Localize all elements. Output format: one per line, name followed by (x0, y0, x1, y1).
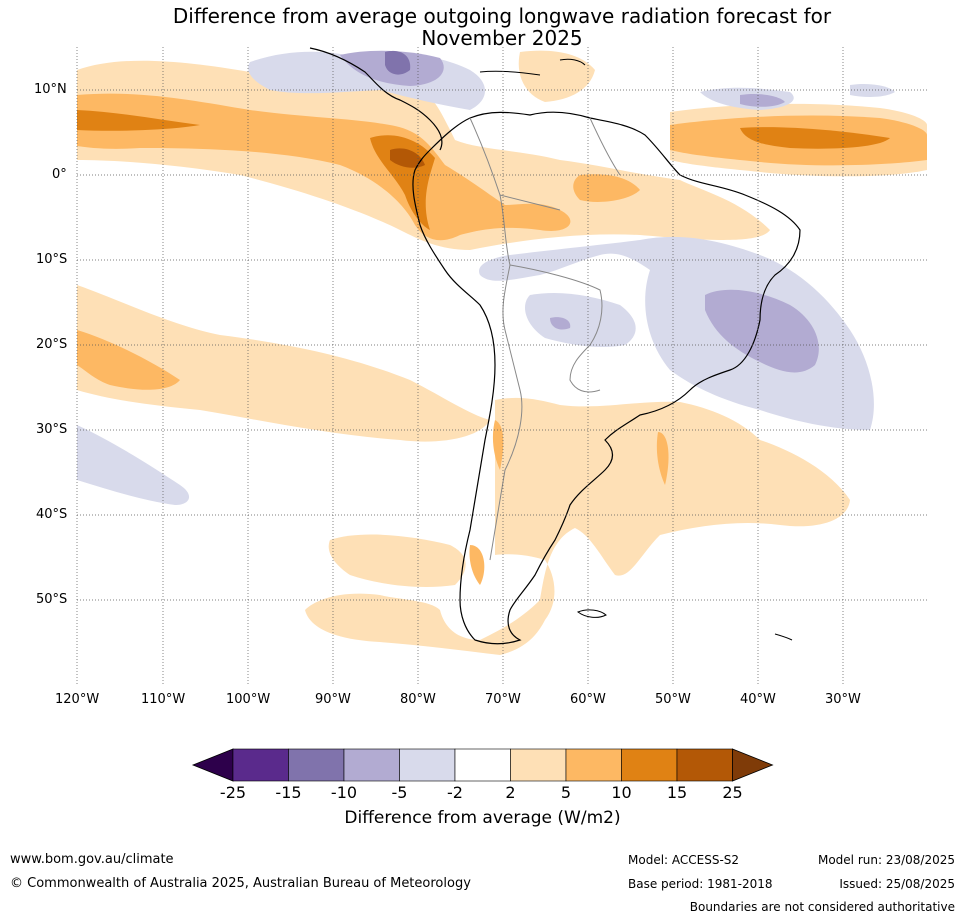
title-line-2: November 2025 (421, 26, 583, 50)
colorbar-tick-label: -25 (219, 783, 247, 802)
lat-label-50s: 50°S (36, 592, 68, 607)
model-run-text: Model run: 23/08/2025 (817, 853, 955, 867)
lat-label-40s: 40°S (36, 507, 68, 522)
map-title: Difference from average outgoing longwav… (77, 5, 927, 49)
falklands-coastline (576, 609, 607, 618)
title-line-1: Difference from average outgoing longwav… (172, 4, 832, 28)
lon-label-80w: 80°W (400, 692, 436, 707)
colorbar-swatches (191, 748, 774, 782)
lon-label-60w: 60°W (570, 692, 606, 707)
lat-label-20s: 20°S (36, 337, 68, 352)
base-period-text: Base period: 1981-2018 (628, 877, 773, 891)
lat-label-10n: 10°N (34, 82, 67, 97)
colorbar-tick-label: -5 (391, 783, 408, 802)
caribbean-coastline (479, 58, 586, 76)
colorbar-tick-label: -2 (447, 783, 463, 802)
lon-label-100w: 100°W (226, 692, 271, 707)
issued-text: Issued: 25/08/2025 (839, 877, 955, 891)
colorbar-tick-label: 5 (560, 783, 572, 802)
colorbar-tick-label: 25 (722, 783, 743, 802)
graticule (76, 47, 927, 685)
colorbar-tick-label: 2 (505, 783, 516, 802)
lon-label-40w: 40°W (740, 692, 776, 707)
lon-label-70w: 70°W (485, 692, 521, 707)
colorbar-tick-label: 15 (666, 783, 688, 802)
colorbar-label: Difference from average (W/m2) (344, 808, 621, 828)
website-text: www.bom.gov.au/climate (10, 852, 174, 867)
colorbar-swatch (454, 748, 511, 782)
south-america-coastline (412, 111, 801, 645)
colorbar-swatch (676, 748, 733, 782)
coastlines (309, 47, 801, 645)
lon-label-90w: 90°W (315, 692, 351, 707)
lon-label-50w: 50°W (655, 692, 691, 707)
anomaly-15-to-25 (390, 148, 425, 168)
colorbar-extend-low (191, 748, 234, 782)
colorbar-swatch (399, 748, 456, 782)
colorbar-swatch (288, 748, 345, 782)
lat-label-10s: 10°S (36, 252, 68, 267)
south-georgia-coastline (774, 633, 793, 641)
lon-label-110w: 110°W (141, 692, 186, 707)
lat-label-30s: 30°S (36, 422, 68, 437)
colorbar-tick-label: -15 (275, 783, 302, 802)
colorbar-swatch (232, 748, 289, 782)
disclaimer-text: Boundaries are not considered authoritat… (689, 900, 955, 914)
model-text: Model: ACCESS-S2 (628, 853, 740, 867)
national-borders (469, 117, 621, 561)
copyright-text: © Commonwealth of Australia 2025, Austra… (10, 876, 471, 891)
colorbar-swatch (343, 748, 400, 782)
anomaly-fields (77, 50, 927, 655)
colorbar-extend-high (732, 748, 774, 782)
colorbar-swatch (565, 748, 622, 782)
lat-label-0: 0° (52, 167, 67, 182)
central-america-coastline (309, 47, 443, 151)
colorbar-tick-label: 10 (611, 783, 632, 802)
colorbar-swatch (621, 748, 678, 782)
colorbar-swatch (510, 748, 567, 782)
anomaly-neg15-to-neg10 (385, 50, 411, 75)
lon-label-30w: 30°W (825, 692, 861, 707)
lon-label-120w: 120°W (55, 692, 100, 707)
colorbar-tick-label: -10 (330, 783, 358, 802)
